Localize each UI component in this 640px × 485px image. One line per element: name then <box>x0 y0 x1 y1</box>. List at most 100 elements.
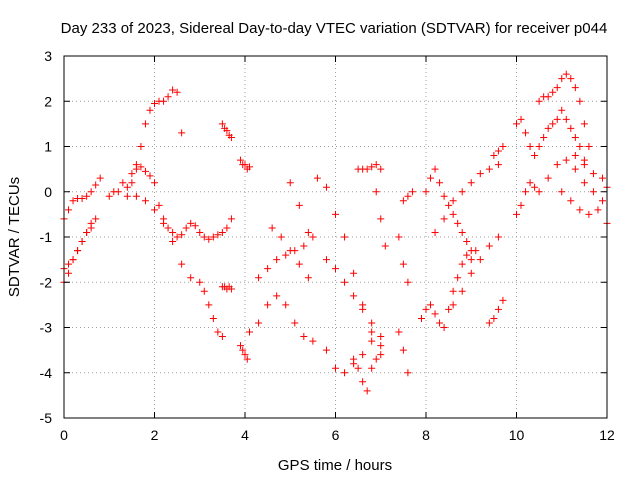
data-point <box>558 106 566 114</box>
data-point <box>458 188 466 196</box>
data-point <box>239 346 247 354</box>
data-point <box>123 183 131 191</box>
data-point <box>218 333 226 341</box>
data-point <box>241 161 249 169</box>
data-point <box>458 287 466 295</box>
data-point <box>526 179 534 187</box>
x-tick-label: 2 <box>151 427 159 443</box>
series-arc-07 <box>218 283 235 293</box>
data-point <box>463 238 471 246</box>
data-point <box>196 228 204 236</box>
data-point <box>368 163 376 171</box>
data-point <box>309 337 317 345</box>
data-point <box>449 301 457 309</box>
series-arc-27 <box>449 233 502 309</box>
data-point <box>205 301 213 309</box>
y-axis-label: SDTVAR / TECUs <box>6 177 23 297</box>
data-point <box>354 364 362 372</box>
data-point <box>431 228 439 236</box>
data-point <box>585 210 593 218</box>
data-point <box>494 147 502 155</box>
data-point <box>169 86 177 94</box>
series-arc-22 <box>395 328 412 377</box>
data-point <box>399 197 407 205</box>
data-point <box>255 274 263 282</box>
data-point <box>295 201 303 209</box>
data-point <box>368 319 376 327</box>
data-point <box>227 285 235 293</box>
series-arc-12 <box>255 233 317 282</box>
data-point <box>494 305 502 313</box>
data-point <box>132 161 140 169</box>
data-point <box>558 75 566 83</box>
data-point <box>164 93 172 101</box>
data-point <box>449 210 457 218</box>
data-point <box>255 319 263 327</box>
data-point <box>65 269 73 277</box>
data-point <box>377 333 385 341</box>
series-arc-36 <box>571 152 611 191</box>
data-point <box>209 314 217 322</box>
data-point <box>436 319 444 327</box>
data-point <box>178 260 186 268</box>
data-point <box>182 224 190 232</box>
series-arc-23 <box>399 188 416 205</box>
data-point <box>576 143 584 150</box>
series-arc-30 <box>513 115 539 160</box>
series-arc-14 <box>286 179 312 236</box>
data-point <box>78 195 86 203</box>
data-point <box>246 163 254 171</box>
data-point <box>309 233 317 241</box>
data-point <box>499 143 507 150</box>
y-tick-label: 2 <box>44 93 52 109</box>
data-point <box>399 260 407 268</box>
data-point <box>422 305 430 313</box>
data-point <box>467 256 475 264</box>
series-arc-29 <box>490 143 507 160</box>
data-point <box>558 188 566 196</box>
series-arc-08 <box>218 120 235 141</box>
y-tick-label: -4 <box>40 365 53 381</box>
data-point <box>544 124 552 132</box>
x-tick-label: 6 <box>332 427 340 443</box>
data-point <box>422 188 430 196</box>
data-point <box>467 179 475 187</box>
data-point <box>576 206 584 214</box>
data-point <box>313 174 321 182</box>
data-point <box>128 179 136 187</box>
data-point <box>160 97 168 105</box>
x-tick-label: 12 <box>599 427 615 443</box>
data-point <box>526 143 534 150</box>
x-tick-label: 0 <box>60 427 68 443</box>
series-arc-05 <box>123 86 186 200</box>
data-point <box>531 152 539 160</box>
data-point <box>522 129 530 137</box>
data-point <box>236 156 244 164</box>
data-point <box>282 301 290 309</box>
data-point <box>594 206 602 214</box>
data-point <box>490 314 498 322</box>
data-point <box>562 115 570 123</box>
data-point <box>65 260 73 268</box>
data-point <box>151 179 158 187</box>
data-point <box>169 228 177 236</box>
data-point <box>359 378 367 386</box>
series-arc-35 <box>558 188 611 227</box>
data-point <box>277 233 285 241</box>
data-point <box>141 167 149 175</box>
data-point <box>535 97 543 105</box>
data-point <box>341 278 349 286</box>
data-point <box>377 351 385 359</box>
data-point <box>286 247 294 255</box>
data-point <box>350 292 358 300</box>
data-point <box>155 201 163 209</box>
x-tick-label: 8 <box>422 427 430 443</box>
series-arc-32 <box>535 70 593 150</box>
data-point <box>580 120 588 128</box>
data-point <box>571 165 579 173</box>
data-point <box>350 269 358 277</box>
data-point <box>589 188 597 196</box>
data-point <box>571 84 579 92</box>
data-point <box>368 328 376 336</box>
